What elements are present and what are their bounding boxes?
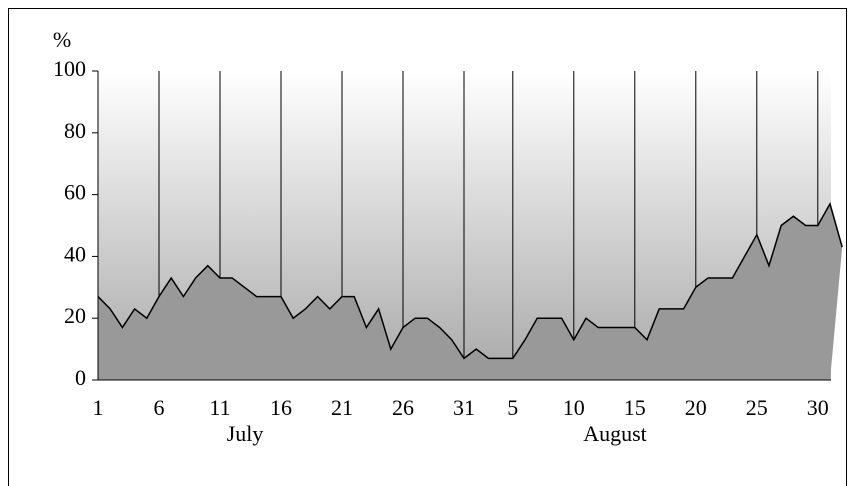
y-tick-label: 0 [75, 365, 86, 390]
x-tick-label: 21 [331, 395, 353, 420]
x-tick-label: 6 [154, 395, 165, 420]
frame [8, 8, 847, 486]
x-group-label: July [227, 421, 264, 446]
marks [97, 201, 843, 380]
y-tick-label: 80 [64, 118, 86, 143]
area [98, 203, 843, 380]
x-tick-label: 20 [685, 395, 707, 420]
x-tick-label: 30 [807, 395, 829, 420]
line [97, 201, 843, 360]
x-tick-label: 10 [563, 395, 585, 420]
x-tick-label: 16 [270, 395, 292, 420]
x-group-label: August [583, 421, 647, 446]
x-tick-label: 25 [746, 395, 768, 420]
x-tick-label: 1 [93, 395, 104, 420]
x-tick-label: 15 [624, 395, 646, 420]
x-tick-label: 26 [392, 395, 414, 420]
y-tick-label: 60 [64, 180, 86, 205]
y-tick-label: 100 [53, 56, 86, 81]
x-tick-label: 11 [209, 395, 230, 420]
x-tick-label: 5 [507, 395, 518, 420]
y-tick-label: 40 [64, 241, 86, 266]
x-tick-label: 31 [453, 395, 475, 420]
y-tick-label: 20 [64, 303, 86, 328]
y-axis-label: % [53, 27, 71, 52]
